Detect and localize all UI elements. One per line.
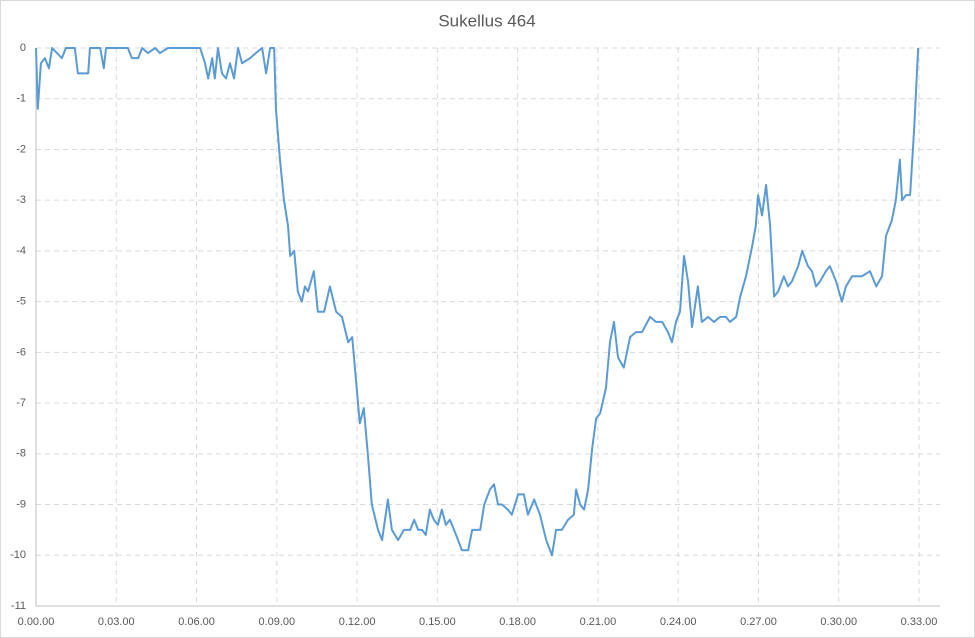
x-tick-label: 0.30.00 <box>820 616 857 628</box>
y-tick-label: -4 <box>16 245 26 257</box>
y-tick-label: -11 <box>11 600 26 612</box>
x-tick-label: 0.09.00 <box>258 616 295 628</box>
y-tick-label: 0 <box>20 42 26 54</box>
x-tick-label: 0.18.00 <box>499 616 536 628</box>
chart-title: Sukellus 464 <box>438 11 535 30</box>
data-line <box>35 47 920 557</box>
x-tick-label: 0.27.00 <box>740 616 777 628</box>
x-tick-label: 0.06.00 <box>178 616 215 628</box>
y-tick-label: -1 <box>16 93 26 105</box>
y-tick-label: -10 <box>10 549 26 561</box>
y-tick-label: -2 <box>16 143 26 155</box>
x-tick-label: 0.00.00 <box>18 616 55 628</box>
x-tick-label: 0.21.00 <box>580 616 617 628</box>
x-tick-label: 0.15.00 <box>419 616 456 628</box>
y-tick-label: -9 <box>16 498 26 510</box>
x-tick-label: 0.33.00 <box>901 616 938 628</box>
x-tick-label: 0.24.00 <box>660 616 697 628</box>
x-tick-label: 0.03.00 <box>98 616 135 628</box>
y-tick-label: -3 <box>16 194 26 206</box>
y-tick-label: -8 <box>16 448 26 460</box>
y-tick-label: -5 <box>16 296 26 308</box>
y-tick-label: -7 <box>16 397 26 409</box>
y-tick-label: -6 <box>16 346 26 358</box>
x-tick-label: 0.12.00 <box>339 616 376 628</box>
